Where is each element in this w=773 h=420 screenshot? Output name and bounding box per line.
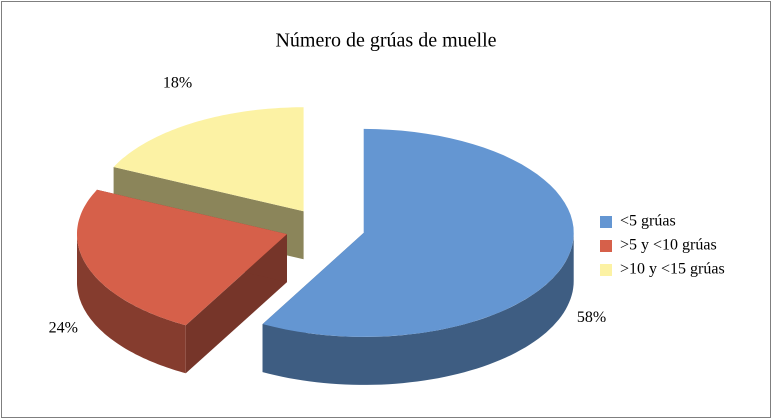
legend-label: <5 grúas [620, 213, 676, 230]
slice-side [77, 234, 186, 374]
slice-side [262, 232, 574, 385]
legend-swatch [600, 216, 612, 228]
slice [77, 189, 287, 326]
pie: 58% 24% 18% [49, 75, 606, 385]
data-label: 18% [163, 75, 192, 92]
data-label: 58% [577, 309, 606, 326]
data-label: 24% [49, 319, 78, 336]
slice [262, 128, 574, 337]
slice [113, 107, 304, 212]
legend-label: >5 y <10 grúas [620, 237, 717, 254]
chart-title: Número de grúas de muelle [275, 30, 496, 52]
legend: <5 grúas >5 y <10 grúas >10 y <15 grúas [600, 213, 725, 278]
legend-swatch [600, 240, 612, 252]
legend-swatch [600, 264, 612, 276]
legend-label: >10 y <15 grúas [620, 261, 725, 278]
